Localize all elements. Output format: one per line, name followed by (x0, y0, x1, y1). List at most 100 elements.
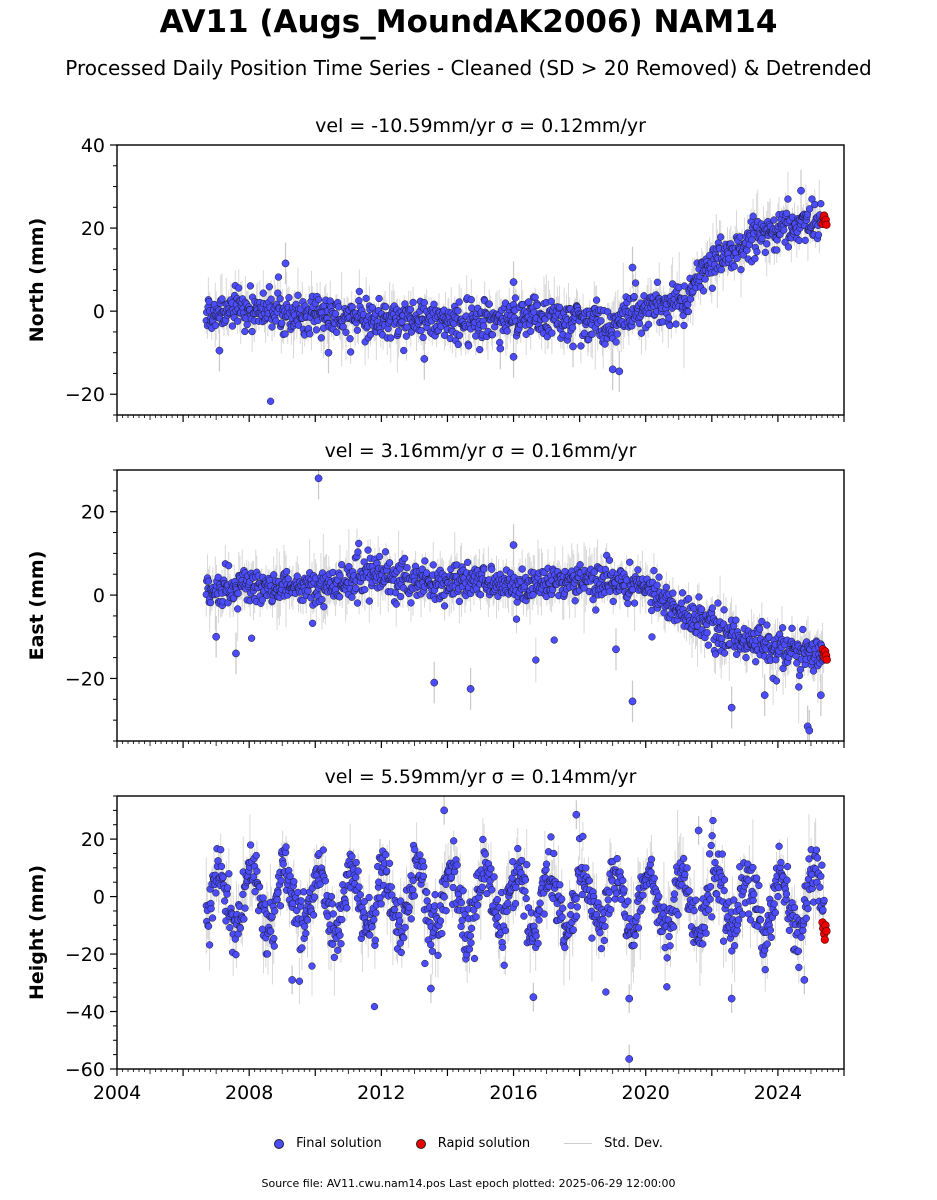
panel-north: vel = -10.59mm/yr σ = 0.12mm/yr North (mm… (26, 115, 845, 422)
final-point (206, 598, 215, 607)
final-point (550, 636, 558, 644)
final-point (352, 858, 360, 867)
final-point (472, 913, 480, 921)
final-point (388, 891, 396, 899)
final-point (428, 947, 437, 955)
final-point (421, 959, 429, 968)
final-point (285, 293, 293, 302)
final-point (708, 284, 716, 292)
final-point (416, 851, 424, 859)
final-point (455, 597, 464, 606)
final-point (525, 298, 533, 306)
y-tick-label: 40 (81, 135, 105, 157)
data-layer-height (202, 796, 831, 1069)
final-point (758, 234, 766, 243)
final-point (604, 896, 612, 904)
data-layer-east (202, 470, 831, 741)
final-point (406, 305, 415, 314)
final-point (225, 562, 233, 570)
final-point (494, 913, 502, 921)
final-point (548, 329, 556, 337)
final-point (279, 860, 287, 868)
final-point (345, 562, 353, 571)
final-point (454, 340, 462, 349)
final-point (572, 895, 580, 903)
final-point (400, 346, 408, 355)
final-point (304, 587, 312, 595)
final-point (290, 878, 298, 886)
time-series-charts: vel = -10.59mm/yr σ = 0.12mm/yr North (mm… (26, 115, 845, 1104)
final-point (609, 597, 617, 606)
rapid-point (822, 655, 831, 664)
final-point (440, 893, 448, 901)
final-point (352, 873, 360, 881)
final-point (509, 858, 517, 866)
final-point (547, 297, 555, 306)
final-point (400, 934, 408, 942)
final-point (327, 892, 336, 901)
final-point (817, 200, 825, 208)
final-point (302, 929, 310, 937)
final-point (782, 209, 791, 218)
final-point (318, 595, 326, 604)
final-point (232, 951, 240, 959)
final-point (385, 559, 394, 567)
final-point (375, 552, 384, 561)
final-point-outlier (615, 367, 624, 376)
final-point (361, 585, 369, 594)
final-point (650, 566, 658, 575)
final-point (585, 877, 593, 885)
final-points-east (202, 474, 831, 735)
final-point (569, 926, 577, 934)
final-point (580, 584, 588, 592)
final-point (481, 850, 489, 858)
final-point (576, 561, 584, 569)
final-point (246, 841, 255, 849)
final-point (241, 327, 249, 336)
final-point (356, 891, 364, 899)
final-point (370, 1002, 379, 1011)
final-point (226, 923, 234, 932)
final-point (637, 329, 646, 337)
final-point (535, 916, 543, 924)
y-tick-label: 0 (93, 301, 105, 323)
final-point (796, 665, 805, 674)
final-point (258, 925, 267, 933)
final-point (500, 961, 508, 969)
final-point-outlier (466, 685, 475, 693)
final-point (602, 988, 610, 996)
final-point (405, 903, 413, 912)
final-point (409, 876, 417, 885)
final-point (235, 284, 243, 292)
final-point (568, 324, 577, 332)
final-point (597, 944, 606, 953)
final-point (308, 619, 317, 627)
final-point (211, 321, 220, 330)
final-point (751, 255, 759, 263)
final-point (360, 898, 368, 906)
final-point (353, 599, 362, 607)
final-point (457, 922, 465, 931)
final-point (592, 606, 600, 614)
final-point (337, 940, 345, 948)
final-point (547, 833, 555, 841)
rapid-point (822, 220, 831, 229)
final-point (814, 231, 823, 239)
final-point (309, 911, 318, 919)
final-point (353, 326, 361, 334)
final-point (314, 295, 323, 304)
final-point (733, 254, 741, 262)
final-point (521, 887, 529, 895)
final-point (204, 922, 213, 930)
final-point (720, 649, 729, 657)
final-point-outlier (430, 678, 439, 687)
final-point-outlier (760, 691, 769, 699)
final-point (334, 946, 342, 954)
final-point (217, 862, 226, 871)
final-point (421, 557, 429, 565)
final-point (588, 934, 596, 942)
final-point (371, 936, 380, 944)
final-point (277, 877, 285, 885)
final-point (518, 856, 526, 865)
final-point (402, 332, 411, 340)
